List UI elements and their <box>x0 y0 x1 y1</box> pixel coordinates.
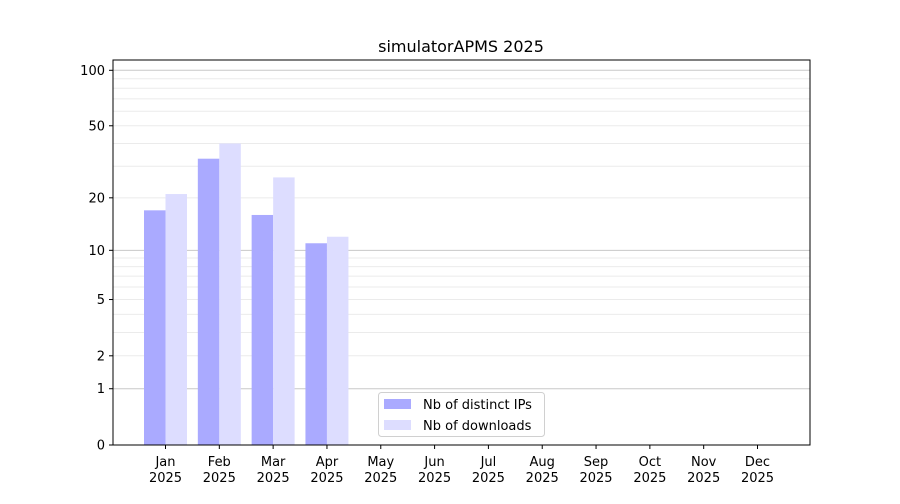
bar-distinct-ips <box>251 214 274 445</box>
x-tick-label: Feb 2025 <box>203 455 236 486</box>
x-tick-label: Jan 2025 <box>149 455 182 486</box>
bar-downloads <box>273 177 295 445</box>
x-tick-label: Apr 2025 <box>310 455 343 486</box>
plot-frame <box>112 59 811 446</box>
chart-title: simulatorAPMS 2025 <box>378 37 544 56</box>
x-tick-label: Dec 2025 <box>741 455 774 486</box>
bar-downloads <box>219 143 241 445</box>
y-tick-label: 50 <box>88 119 105 134</box>
y-tick-label: 1 <box>97 382 105 397</box>
x-tick-label: Sep 2025 <box>579 455 612 486</box>
y-tick-label: 20 <box>88 191 105 206</box>
y-tick-label: 2 <box>97 349 105 364</box>
x-tick-label: May 2025 <box>364 455 397 486</box>
x-tick-label: Oct 2025 <box>633 455 666 486</box>
legend-label: Nb of downloads <box>423 419 532 434</box>
bar-downloads <box>165 194 187 445</box>
x-tick-label: Jun 2025 <box>418 455 451 486</box>
x-tick-label: Aug 2025 <box>526 455 559 486</box>
y-tick-label: 5 <box>97 293 105 308</box>
bar-distinct-ips <box>197 158 220 445</box>
legend-swatch <box>384 399 411 409</box>
legend-label: Nb of distinct IPs <box>423 398 532 413</box>
legend-box <box>378 392 545 437</box>
legend-swatch <box>384 420 411 430</box>
x-tick-label: Mar 2025 <box>257 455 290 486</box>
x-tick-label: Jul 2025 <box>472 455 505 486</box>
y-tick-label: 100 <box>80 64 105 79</box>
bar-distinct-ips <box>144 210 166 445</box>
x-tick-label: Nov 2025 <box>687 455 720 486</box>
y-tick-label: 0 <box>97 439 105 454</box>
bar-downloads <box>326 236 349 445</box>
y-tick-label: 10 <box>88 244 105 259</box>
bar-distinct-ips <box>305 243 327 445</box>
